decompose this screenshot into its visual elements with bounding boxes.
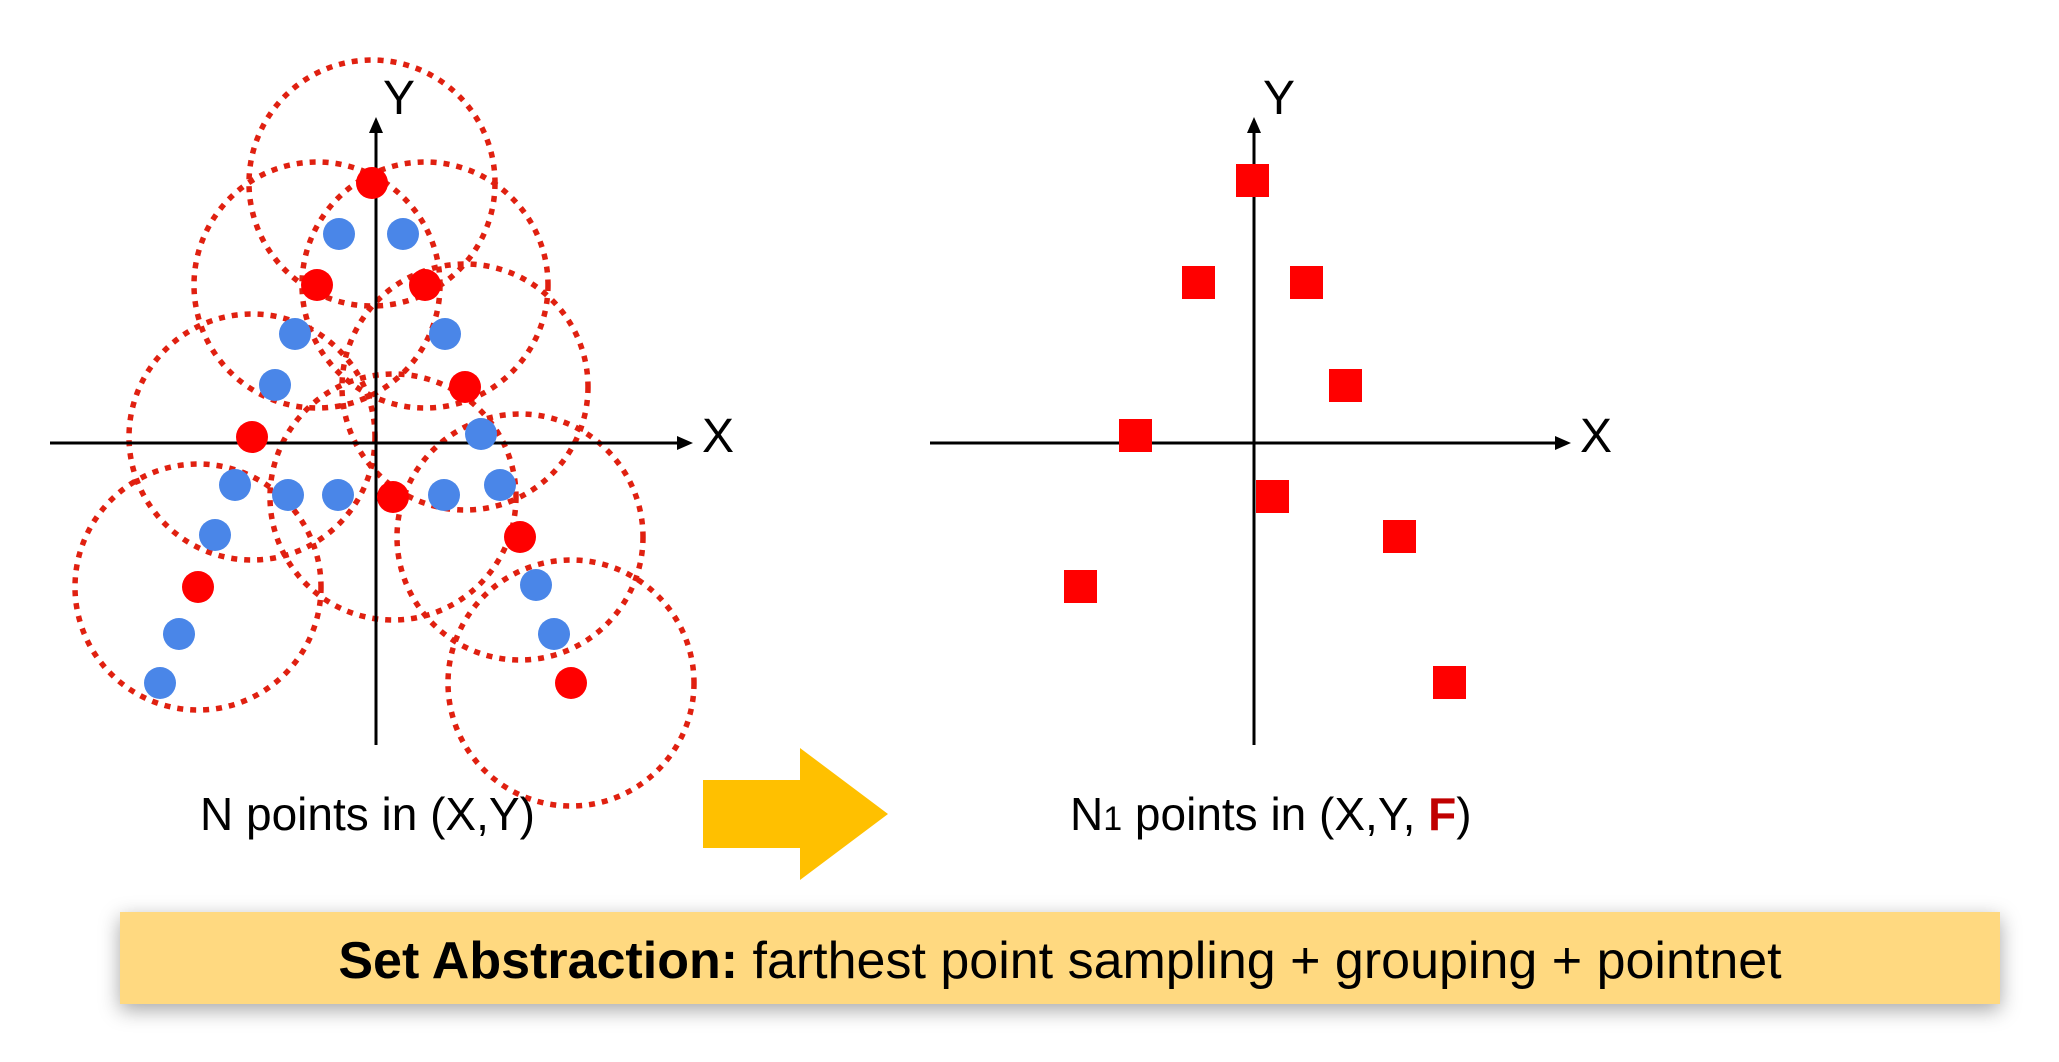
sampled-point	[236, 421, 268, 453]
sampled-point	[377, 481, 409, 513]
neighbor-point	[199, 519, 231, 551]
neighbor-point	[272, 479, 304, 511]
banner-box	[120, 912, 2000, 1004]
neighbor-point	[219, 469, 251, 501]
neighbor-point	[279, 318, 311, 350]
group-circle-6	[72, 461, 324, 713]
sampled-point	[504, 521, 536, 553]
left-panel: X Y	[50, 57, 734, 840]
neighbor-point	[323, 218, 355, 250]
neighbor-point	[387, 218, 419, 250]
left-x-axis-label: X	[702, 410, 734, 463]
right-x-arrowhead	[1555, 436, 1571, 450]
neighbor-point	[322, 479, 354, 511]
neighbor-point	[484, 469, 516, 501]
sampled-square	[1329, 369, 1362, 402]
neighbor-point	[538, 618, 570, 650]
neighbor-point	[259, 369, 291, 401]
left-y-axis-label: Y	[383, 72, 415, 125]
sampled-square-points	[1064, 164, 1466, 699]
group-circle-9	[445, 557, 697, 809]
neighbor-point	[163, 618, 195, 650]
left-x-arrowhead	[677, 436, 693, 450]
sampled-point	[301, 269, 333, 301]
neighbor-point	[520, 569, 552, 601]
sampled-square	[1290, 266, 1323, 299]
sampled-point	[182, 571, 214, 603]
group-circle-7	[267, 371, 519, 623]
sampled-square	[1182, 266, 1215, 299]
sampled-square	[1236, 164, 1269, 197]
sampled-square	[1383, 520, 1416, 553]
right-axes	[930, 117, 1571, 745]
group-circle-5	[339, 261, 591, 513]
left-axes	[50, 117, 693, 745]
sampled-point	[409, 269, 441, 301]
sampled-square	[1256, 480, 1289, 513]
right-caption: N1 points in (X,Y, F)	[1070, 788, 1472, 840]
banner-description: farthest point sampling + grouping + poi…	[738, 932, 1782, 990]
sampled-point	[449, 371, 481, 403]
sampled-square	[1064, 570, 1097, 603]
feature-label: F	[1428, 788, 1456, 840]
right-panel: X Y N1 points in (X,Y, F)	[930, 72, 1612, 840]
banner: Set Abstraction: farthest point sampling…	[120, 912, 2000, 1004]
transform-arrow-icon	[703, 748, 888, 880]
left-caption: N points in (X,Y)	[200, 788, 535, 840]
right-y-axis-label: Y	[1263, 72, 1295, 125]
group-circle-3	[299, 159, 551, 411]
sampled-square	[1119, 419, 1152, 452]
neighbor-points	[144, 218, 570, 699]
neighbor-point	[429, 318, 461, 350]
sampled-centroids	[182, 167, 587, 699]
banner-text: Set Abstraction: farthest point sampling…	[338, 932, 1782, 990]
left-y-arrowhead	[369, 117, 383, 133]
sampled-point	[356, 167, 388, 199]
neighbor-point	[465, 418, 497, 450]
sampled-square	[1433, 666, 1466, 699]
right-y-arrowhead	[1247, 117, 1261, 133]
group-circle-8	[394, 411, 646, 663]
sampled-point	[555, 667, 587, 699]
right-x-axis-label: X	[1580, 410, 1612, 463]
neighbor-point	[144, 667, 176, 699]
neighbor-point	[428, 479, 460, 511]
banner-title: Set Abstraction:	[338, 932, 738, 990]
